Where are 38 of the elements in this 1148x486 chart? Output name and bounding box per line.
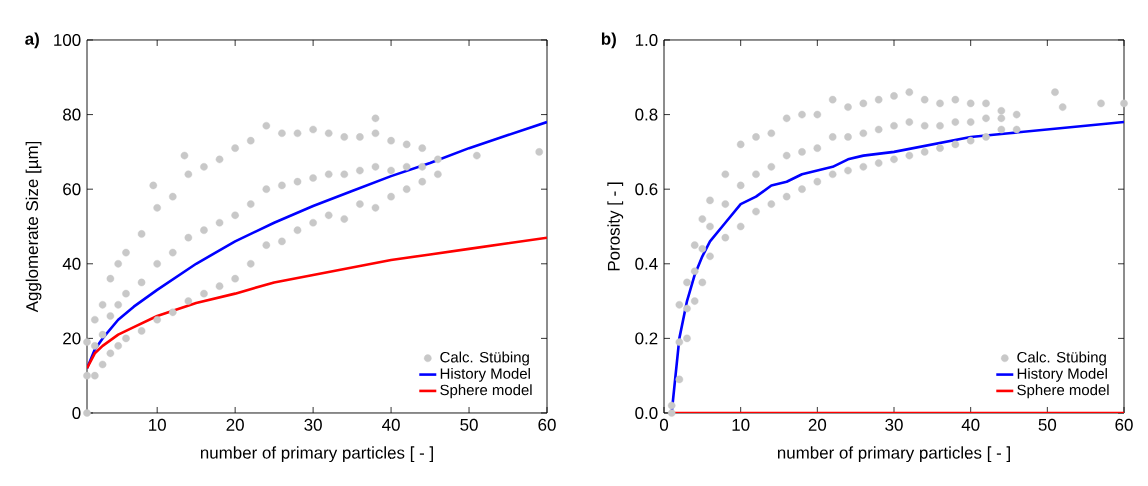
y-tick-label: 0 xyxy=(72,406,81,419)
y-tick-label: 0.0 xyxy=(635,406,658,419)
y-tick-label: 0.8 xyxy=(635,108,658,121)
legend-label: Calc. Stübing xyxy=(440,351,529,366)
y-axis-title: Porosity [ - ] xyxy=(607,182,624,271)
x-tick-label: 10 xyxy=(732,418,750,431)
line-series xyxy=(87,236,548,370)
legend-label: History Model xyxy=(1017,367,1107,382)
chart-title: a) xyxy=(25,32,39,49)
x-tick-label: 20 xyxy=(226,418,244,431)
x-tick-label: 0 xyxy=(659,418,669,431)
x-axis-title: number of primary particles [ - ] xyxy=(200,446,433,463)
legend-label: History Model xyxy=(440,367,530,382)
x-tick-label: 50 xyxy=(460,418,478,431)
y-tick-label: 0.4 xyxy=(635,257,658,270)
y-tick-label: 100 xyxy=(54,33,81,46)
x-tick-label: 20 xyxy=(808,418,827,431)
y-tick-label: 80 xyxy=(63,108,81,121)
y-tick-label: 40 xyxy=(62,257,81,270)
y-tick-label: 60 xyxy=(63,183,81,196)
y-tick-label: 0.2 xyxy=(635,332,658,345)
legend-label: Calc. Stübing xyxy=(1017,351,1106,366)
y-tick-label: 0.6 xyxy=(635,183,658,196)
x-tick-label: 30 xyxy=(885,418,903,431)
chart-title: b) xyxy=(601,32,616,49)
y-axis-title: Agglomerate Size [µm] xyxy=(25,141,42,313)
x-tick-label: 30 xyxy=(304,418,322,431)
y-tick-label: 1.0 xyxy=(635,33,658,46)
legend-label: Sphere model xyxy=(1017,384,1109,399)
x-tick-label: 50 xyxy=(1038,418,1057,431)
x-tick-label: 60 xyxy=(1115,418,1133,431)
x-tick-label: 40 xyxy=(382,418,400,431)
x-tick-label: 40 xyxy=(961,418,980,431)
x-tick-label: 10 xyxy=(149,418,166,431)
x-tick-label: 60 xyxy=(538,418,556,431)
y-tick-label: 20 xyxy=(63,332,81,345)
x-axis-title: number of primary particles [ - ] xyxy=(777,446,1010,463)
legend-label: Sphere model xyxy=(440,384,532,399)
